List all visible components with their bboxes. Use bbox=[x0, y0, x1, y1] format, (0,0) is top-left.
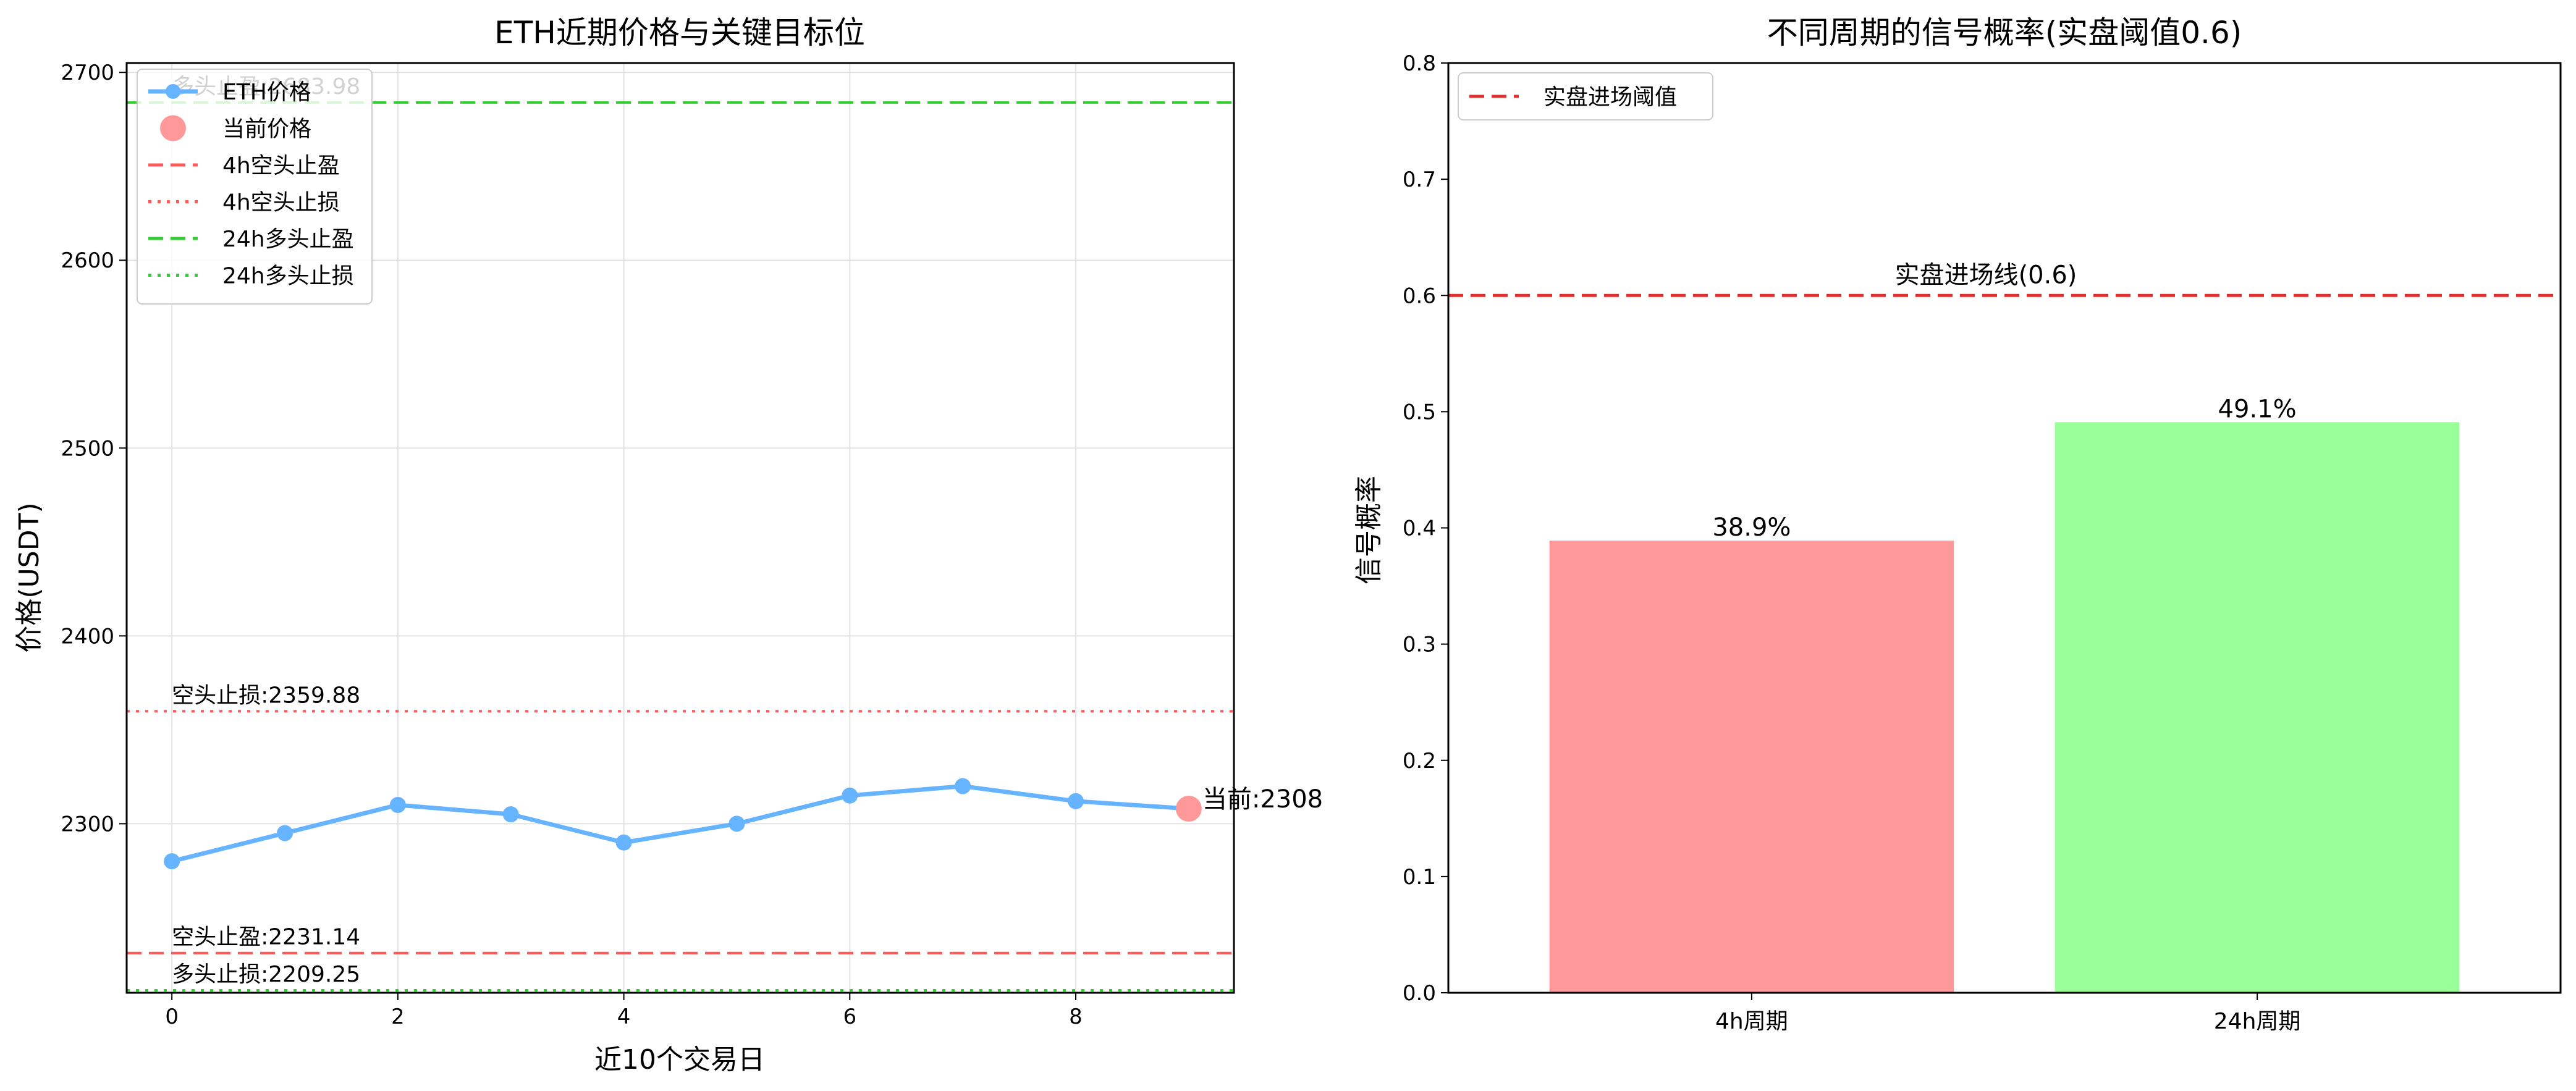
y-tick-label: 0.5 bbox=[1403, 400, 1436, 424]
x-tick-label: 8 bbox=[1069, 1005, 1083, 1029]
legend-swatch-marker bbox=[166, 84, 180, 99]
level-label: 多头止损:2209.25 bbox=[172, 962, 360, 987]
current-price-marker bbox=[1175, 796, 1202, 822]
y-tick-label: 0.6 bbox=[1403, 284, 1436, 308]
y-tick-label: 0.0 bbox=[1403, 981, 1436, 1006]
right-chart-title: 不同周期的信号概率(实盘阈值0.6) bbox=[1767, 15, 2242, 51]
price-point bbox=[1068, 793, 1084, 809]
legend-label: ETH价格 bbox=[222, 80, 311, 105]
right-chart-frame bbox=[1447, 62, 2562, 994]
level-label: 空头止盈:2231.14 bbox=[172, 925, 360, 950]
x-tick-label: 4 bbox=[617, 1005, 631, 1029]
y-tick-label: 2300 bbox=[61, 812, 114, 836]
price-line bbox=[171, 784, 1189, 864]
right-chart-threshold: 实盘进场线(0.6) bbox=[1448, 261, 2561, 297]
legend-label: 24h多头止盈 bbox=[222, 227, 354, 252]
legend-label: 当前价格 bbox=[222, 117, 311, 142]
legend-box bbox=[1458, 72, 1713, 120]
level-label: 空头止损:2359.88 bbox=[172, 683, 360, 708]
legend-box bbox=[137, 69, 373, 305]
probability-bar bbox=[2054, 422, 2460, 993]
probability-bar bbox=[1549, 541, 1954, 993]
y-tick-label: 0.8 bbox=[1403, 51, 1436, 76]
left-chart-title: ETH近期价格与关键目标位 bbox=[494, 15, 865, 51]
y-tick-label: 2700 bbox=[61, 61, 114, 85]
legend-label: 4h空头止盈 bbox=[222, 153, 340, 179]
y-tick-label: 0.3 bbox=[1403, 633, 1436, 657]
left-chart-grid bbox=[127, 63, 1234, 993]
threshold-label: 实盘进场线(0.6) bbox=[1895, 261, 2077, 289]
bar-value-label: 38.9% bbox=[1712, 513, 1791, 542]
price-point bbox=[842, 787, 858, 804]
price-point bbox=[389, 796, 406, 813]
price-point bbox=[502, 806, 519, 823]
price-point bbox=[615, 834, 632, 851]
price-point bbox=[164, 853, 180, 870]
current-price-label: 当前:2308 bbox=[1202, 785, 1323, 814]
right-chart-ylabel: 信号概率 bbox=[1353, 476, 1385, 584]
y-tick-label: 0.7 bbox=[1403, 167, 1436, 192]
right-chart-bars: 38.9% 49.1% bbox=[1549, 395, 2460, 993]
y-tick-label: 2400 bbox=[61, 624, 114, 649]
y-tick-label: 2500 bbox=[61, 436, 114, 461]
left-chart-ylabel: 价格(USDT) bbox=[14, 502, 45, 652]
left-chart-frame bbox=[125, 62, 1235, 994]
y-tick-label: 0.2 bbox=[1403, 749, 1436, 773]
x-tick-label: 6 bbox=[843, 1005, 856, 1029]
left-chart-series: 当前:2308 bbox=[164, 778, 1323, 870]
legend-swatch bbox=[160, 115, 186, 141]
signal-probability-chart: 不同周期的信号概率(实盘阈值0.6) 信号概率 38.9% 49.1% 实盘进场线… bbox=[1353, 15, 2562, 1034]
bar-value-label: 49.1% bbox=[2218, 395, 2297, 423]
x-tick-label: 0 bbox=[165, 1005, 179, 1029]
x-tick-label: 4h周期 bbox=[1715, 1009, 1788, 1034]
left-chart-xlabel: 近10个交易日 bbox=[594, 1044, 765, 1076]
legend-label: 实盘进场阈值 bbox=[1543, 85, 1677, 110]
legend-label: 24h多头止损 bbox=[222, 264, 354, 289]
left-chart-ticks: 0 2 4 6 8 2300 2400 2500 2600 2700 bbox=[61, 61, 1082, 1029]
y-tick-label: 2600 bbox=[61, 248, 114, 273]
right-chart-legend: 实盘进场阈值 bbox=[1458, 72, 1713, 120]
price-point bbox=[277, 825, 293, 841]
x-tick-label: 2 bbox=[391, 1005, 405, 1029]
price-point bbox=[728, 815, 745, 832]
right-chart-ticks: 0.0 0.1 0.2 0.3 0.4 0.5 0.6 0.7 0.8 4h周期 24h周期 bbox=[1403, 51, 2300, 1034]
y-tick-label: 0.4 bbox=[1403, 516, 1436, 541]
legend-label: 4h空头止损 bbox=[222, 190, 340, 216]
price-point bbox=[955, 778, 971, 794]
y-tick-label: 0.1 bbox=[1403, 865, 1436, 890]
eth-price-chart: ETH近期价格与关键目标位 价格(USDT) 近10个交易日 空头止盈:2231… bbox=[14, 15, 1323, 1076]
x-tick-label: 24h周期 bbox=[2214, 1009, 2301, 1034]
